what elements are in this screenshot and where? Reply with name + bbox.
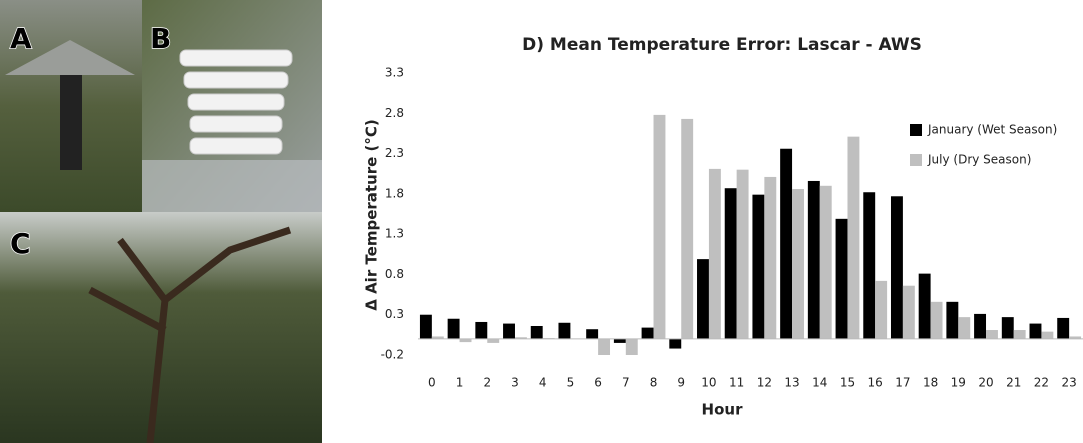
- bar: [902, 285, 915, 339]
- y-tick-label: 1.3: [385, 227, 404, 241]
- x-axis-title: Hour: [702, 401, 744, 419]
- bar: [625, 338, 638, 355]
- x-tick-label: 6: [594, 376, 602, 390]
- x-tick-label: 11: [729, 376, 744, 390]
- x-tick-label: 22: [1034, 376, 1049, 390]
- legend-label: January (Wet Season): [927, 123, 1057, 137]
- x-tick-label: 10: [701, 376, 716, 390]
- photos: A B C: [0, 0, 322, 443]
- bar: [1057, 317, 1070, 339]
- legend-swatch: [910, 124, 922, 136]
- bar: [780, 148, 793, 339]
- bar: [930, 301, 943, 339]
- panel-label: B: [150, 22, 171, 55]
- x-tick-label: 3: [511, 376, 519, 390]
- bar: [752, 194, 765, 339]
- bar: [447, 318, 460, 339]
- bar: [514, 337, 527, 339]
- bar: [764, 176, 777, 339]
- bar: [653, 114, 666, 339]
- x-tick-label: 19: [951, 376, 966, 390]
- bar: [847, 136, 860, 339]
- x-tick-label: 9: [677, 376, 685, 390]
- legend-swatch: [910, 154, 922, 166]
- x-tick-label: 8: [650, 376, 658, 390]
- bar: [1069, 336, 1082, 339]
- branches: [88, 226, 292, 443]
- x-tick-label: 4: [539, 376, 547, 390]
- bar: [431, 336, 444, 339]
- bar: [697, 259, 709, 339]
- x-tick-label: 18: [923, 376, 938, 390]
- bar: [530, 325, 543, 339]
- bar: [918, 273, 931, 339]
- x-tick-label: 13: [784, 376, 799, 390]
- bar: [641, 327, 654, 339]
- x-tick-label: 7: [622, 376, 630, 390]
- bar: [724, 188, 737, 339]
- x-tick-label: 23: [1062, 376, 1077, 390]
- bar: [792, 189, 804, 339]
- bar: [819, 185, 832, 339]
- x-tick-label: 21: [1006, 376, 1021, 390]
- bar: [863, 192, 876, 339]
- bar: [669, 338, 682, 349]
- bar: [958, 317, 971, 339]
- y-tick-label: 2.8: [385, 106, 404, 120]
- x-tick-label: 17: [895, 376, 910, 390]
- x-tick-label: 5: [567, 376, 575, 390]
- legend-label: July (Dry Season): [927, 153, 1031, 167]
- y-tick-label: 0.8: [385, 267, 404, 281]
- bar: [487, 338, 500, 343]
- bar: [1001, 317, 1014, 339]
- bar: [598, 338, 611, 355]
- bar: [503, 323, 515, 339]
- bar: [1041, 331, 1054, 339]
- bar: [613, 338, 626, 343]
- bar: [681, 118, 694, 339]
- bar: [835, 218, 848, 339]
- bar: [1029, 323, 1042, 339]
- bar: [586, 329, 599, 339]
- chart-title: D) Mean Temperature Error: Lascar - AWS: [522, 35, 922, 55]
- x-tick-label: 1: [456, 376, 464, 390]
- y-tick-label: 0.3: [385, 307, 404, 321]
- y-tick-label: 2.3: [385, 146, 404, 160]
- y-tick-label: -0.2: [381, 348, 404, 362]
- bar: [475, 321, 488, 339]
- x-tick-label: 15: [840, 376, 855, 390]
- bar: [875, 280, 888, 339]
- bar: [558, 322, 571, 339]
- bar: [807, 180, 820, 339]
- x-tick-label: 2: [483, 376, 491, 390]
- x-tick-label: 14: [812, 376, 827, 390]
- x-tick-label: 20: [978, 376, 993, 390]
- y-tick-label: 3.3: [385, 66, 404, 80]
- bar: [459, 338, 472, 343]
- x-tick-label: 12: [757, 376, 772, 390]
- bar: [419, 314, 432, 339]
- bar: [974, 313, 987, 339]
- bar: [946, 301, 959, 339]
- bar: [1013, 330, 1026, 339]
- y-axis-title: Δ Air Temperature (°C): [363, 119, 381, 311]
- x-tick-label: 0: [428, 376, 436, 390]
- louvres: [179, 49, 293, 155]
- bar: [986, 330, 998, 339]
- sensor: [60, 75, 82, 170]
- panel-label: C: [10, 227, 31, 260]
- y-tick-label: 1.8: [385, 186, 404, 200]
- panel-label: A: [10, 22, 32, 55]
- shield: [5, 40, 135, 75]
- bar: [736, 169, 749, 339]
- mount: [142, 160, 322, 212]
- bar: [890, 196, 903, 339]
- x-tick-label: 16: [868, 376, 883, 390]
- bar: [708, 168, 721, 339]
